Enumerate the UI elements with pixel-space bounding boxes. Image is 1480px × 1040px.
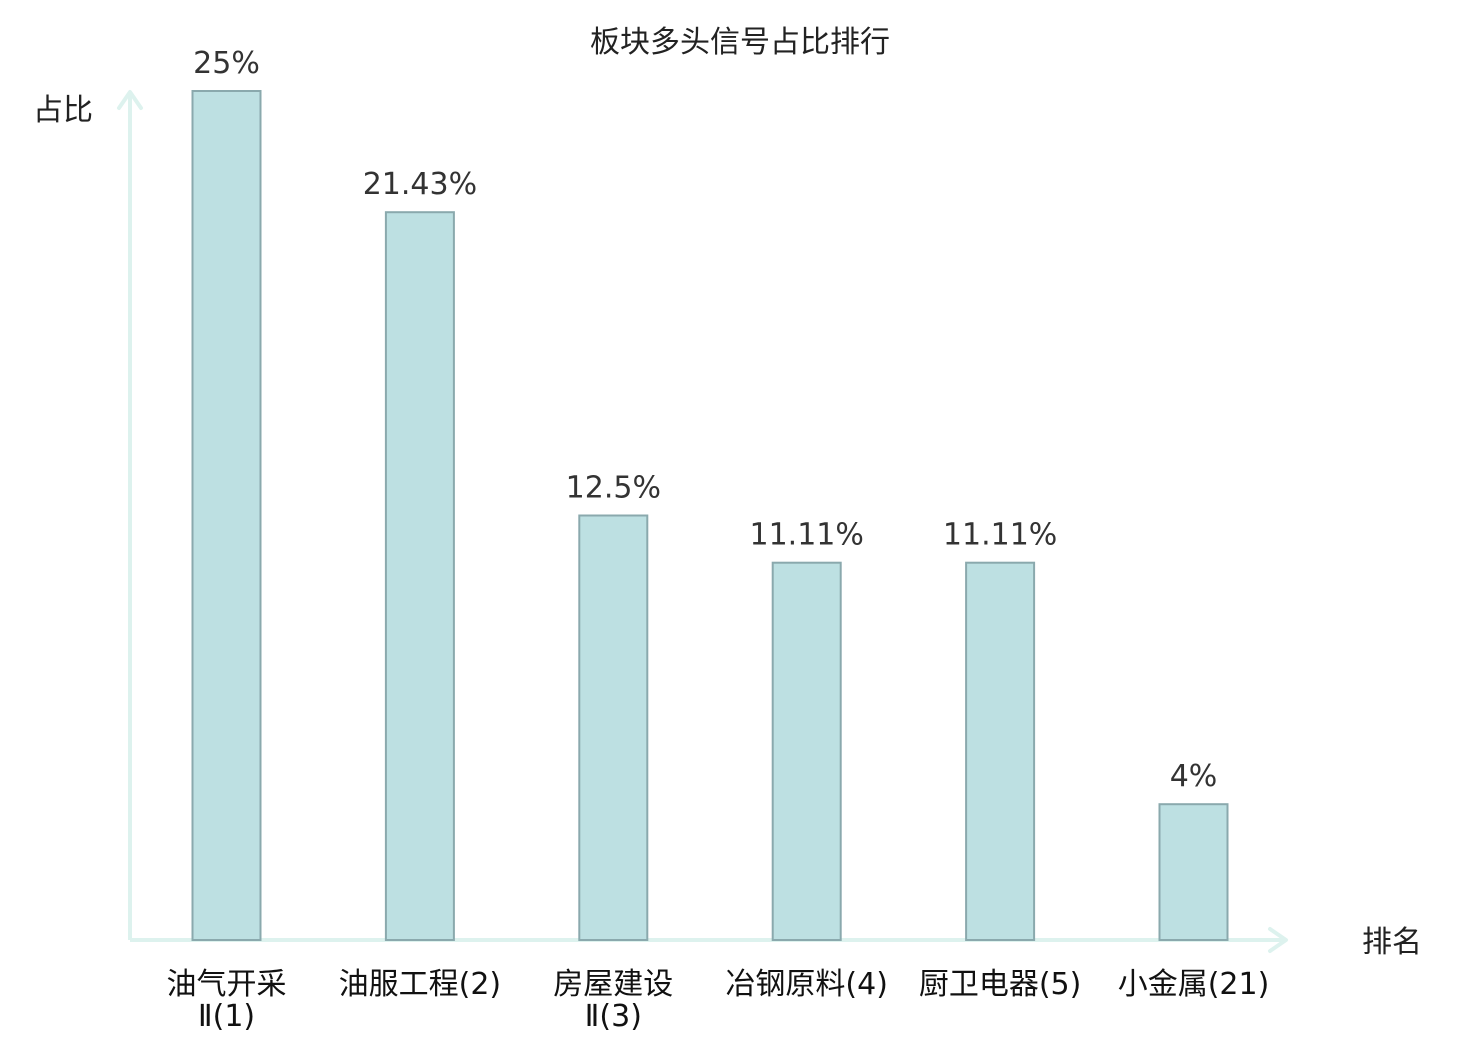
category-label-1-line-1: 油气开采 [167, 967, 287, 1002]
y-axis [117, 90, 143, 940]
category-label-6: 小金属(21) [1118, 967, 1270, 1002]
bar-2 [384, 211, 455, 941]
value-label-5: 11.11% [943, 518, 1057, 553]
chart-title: 板块多头信号占比排行 [590, 25, 890, 60]
bar-1 [191, 90, 262, 941]
y-axis-label: 占比 [33, 93, 93, 128]
value-label-3: 12.5% [566, 471, 661, 506]
category-label-4: 冶钢原料(4) [725, 967, 888, 1002]
y-axis-arrowhead [117, 90, 143, 110]
x-axis [130, 927, 1288, 953]
x-axis-arrowhead [1268, 927, 1288, 953]
value-label-2: 21.43% [363, 167, 477, 202]
value-labels-group: 25% 21.43% 12.5% 11.11% 11.11% 4% [193, 46, 1217, 794]
category-label-1-line-2: Ⅱ(1) [198, 999, 255, 1034]
category-label-3-line-2: Ⅱ(3) [585, 999, 642, 1034]
bar-6 [1158, 803, 1229, 942]
bar-5 [965, 561, 1036, 941]
x-axis-label: 排名 [1362, 925, 1422, 960]
value-label-1: 25% [193, 46, 260, 81]
value-label-4: 11.11% [750, 518, 864, 553]
bar-3 [578, 514, 649, 941]
category-label-2: 油服工程(2) [339, 967, 502, 1002]
bar-4 [771, 561, 842, 941]
bars-group [191, 90, 1229, 942]
category-label-5: 厨卫电器(5) [919, 967, 1082, 1002]
category-label-3-line-1: 房屋建设 [553, 967, 673, 1002]
value-label-6: 4% [1170, 759, 1218, 794]
